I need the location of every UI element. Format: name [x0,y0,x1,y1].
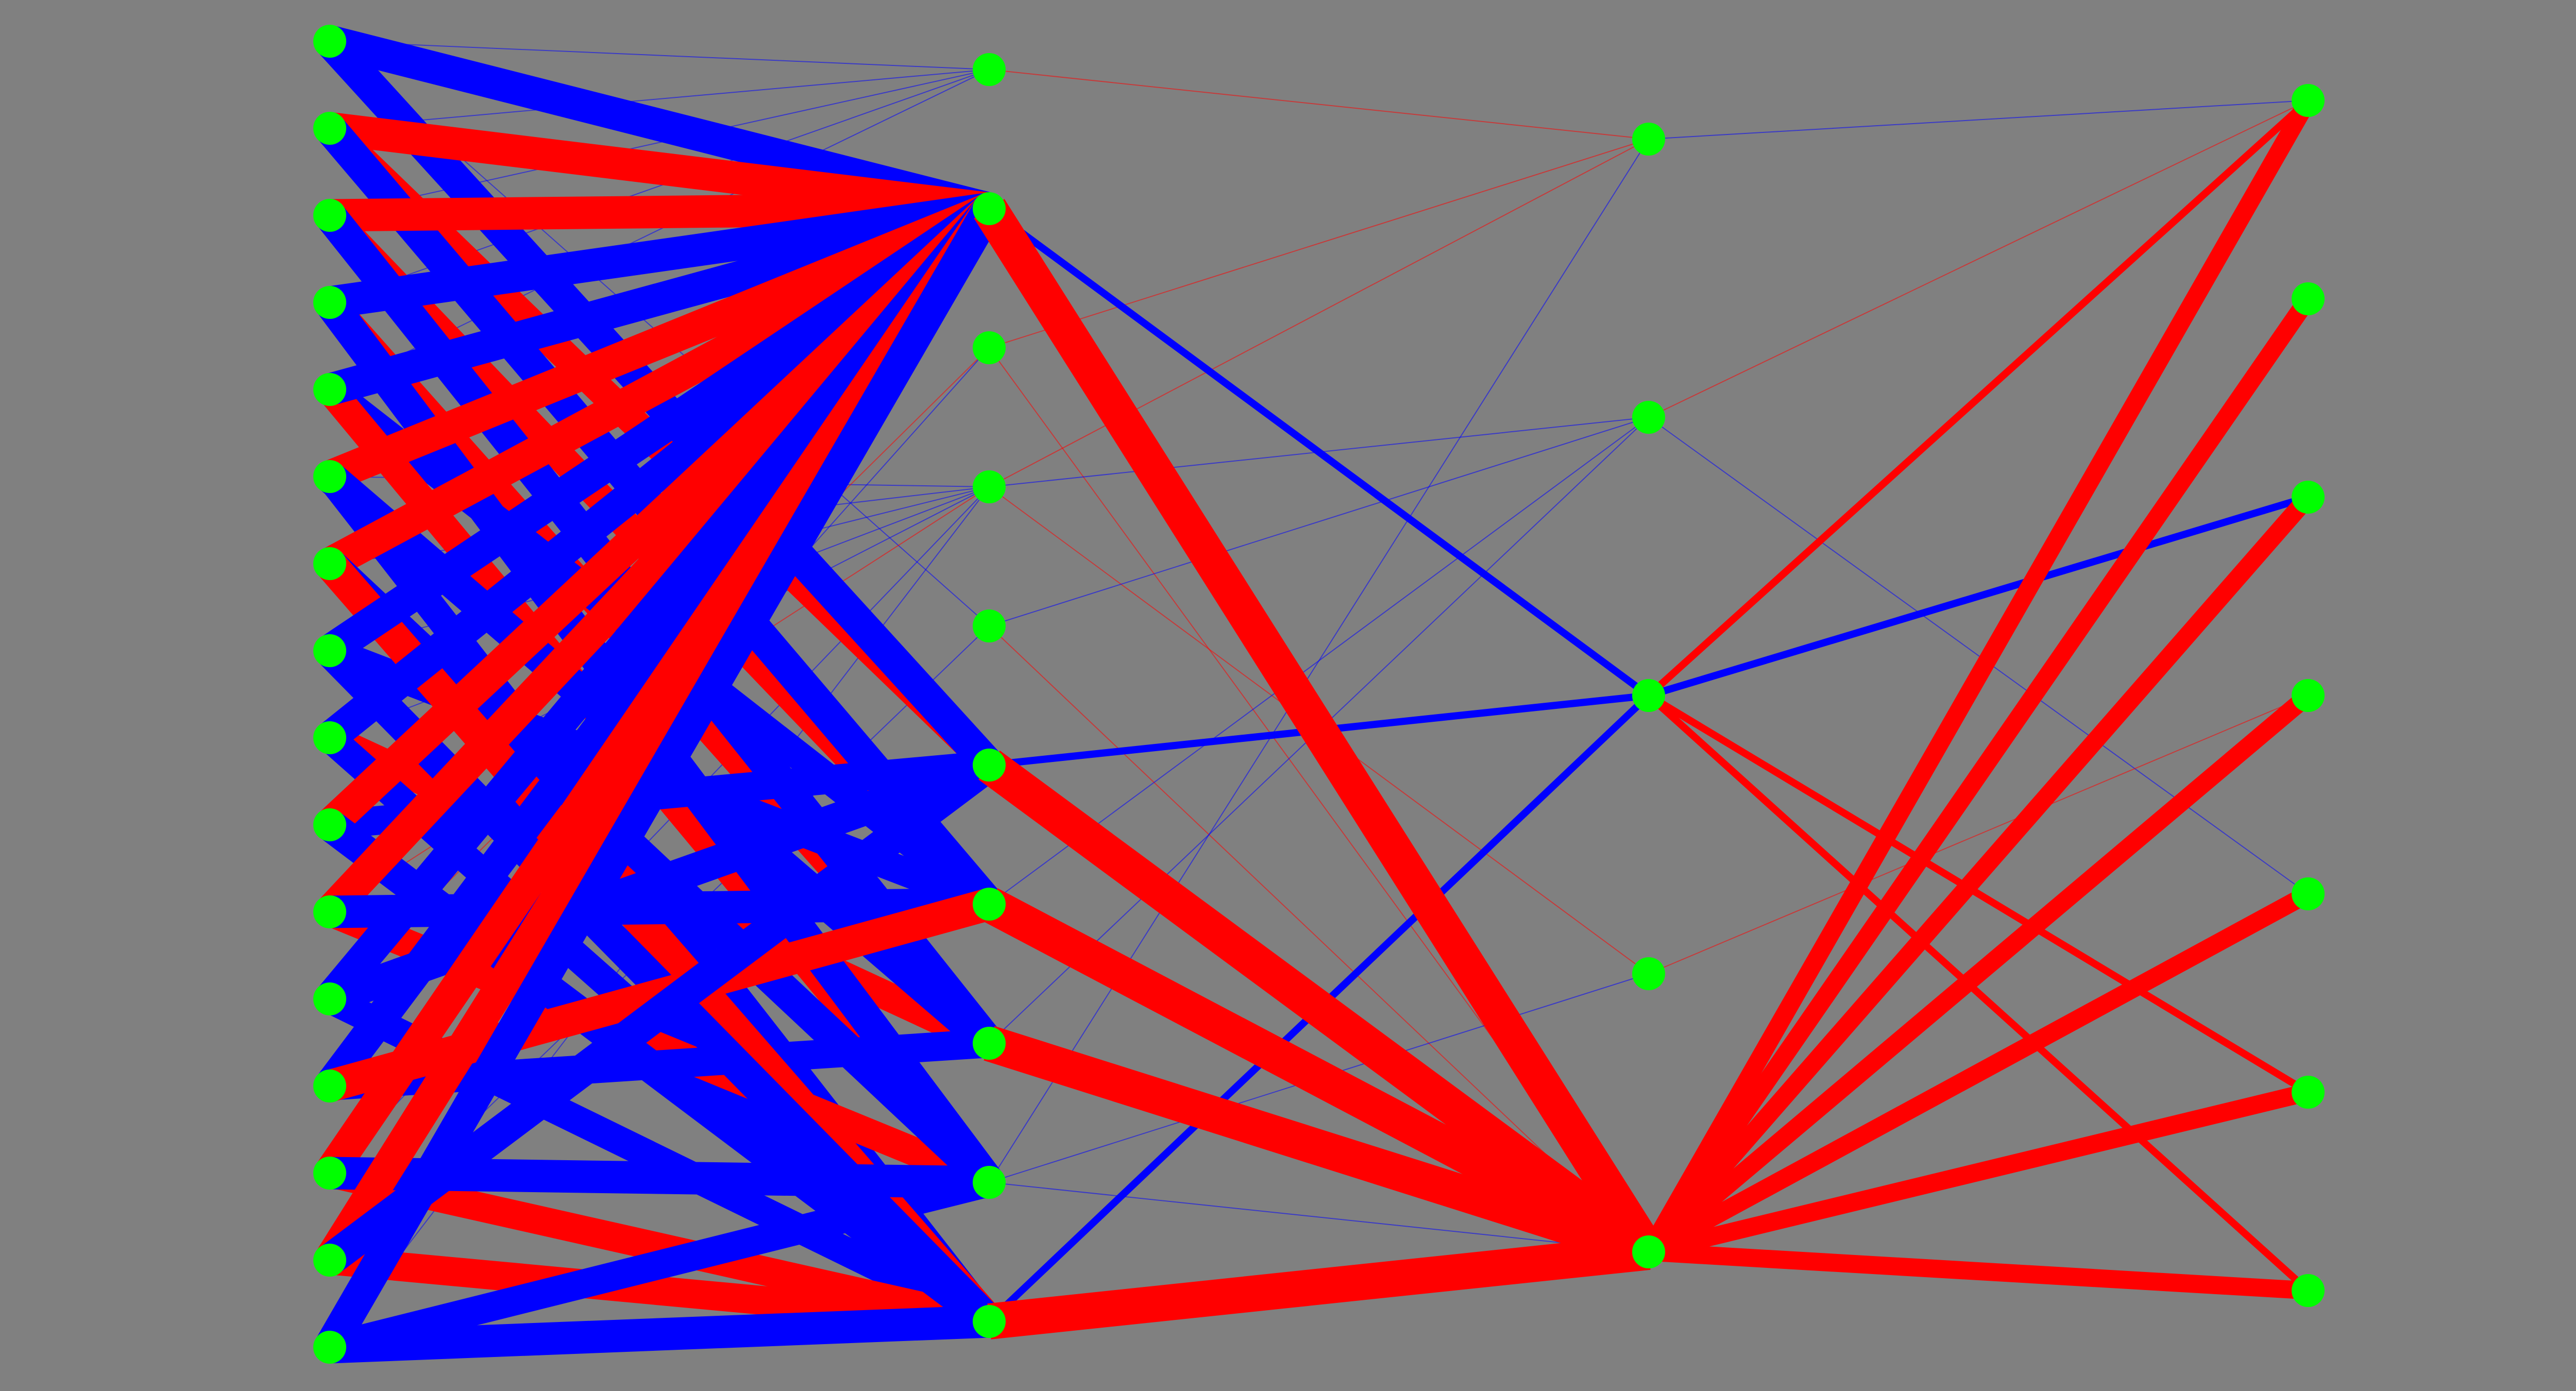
positive-edge [1648,695,2309,974]
negative-edge [329,69,990,129]
node [1632,1235,1665,1268]
positive-edge [978,750,1659,1267]
node [1632,957,1665,990]
node [973,192,1006,225]
positive-edge [1646,692,2311,1294]
node [313,1331,346,1364]
node [313,634,346,667]
node [973,888,1006,921]
node [2292,679,2325,712]
negative-edge [989,417,1649,626]
negative-edge [315,200,1004,1355]
node [973,331,1006,364]
positive-edge [989,625,1649,1252]
positive-edge [974,199,1664,1262]
node [313,199,346,232]
positive-edge [1644,886,2313,1260]
positive-edge [1640,96,2316,1257]
node [973,1305,1006,1338]
node [313,895,346,928]
negative-edge [989,1182,1649,1252]
node [2292,1076,2325,1109]
node [973,609,1006,642]
node [2292,481,2325,514]
positive-edge [989,139,1649,487]
node [313,1244,346,1277]
nodes-layer [313,25,2325,1364]
node [1632,401,1665,434]
positive-edge [1642,688,2314,1259]
negative-edge [329,69,990,216]
node [1632,123,1665,156]
node [2292,1274,2325,1307]
positive-edge [989,139,1649,348]
node [313,1070,346,1102]
node [313,982,346,1015]
negative-edge [1647,494,2310,699]
node [2292,84,2325,117]
positive-edge [989,69,1649,140]
node [973,53,1006,86]
positive-edge [987,1234,1651,1339]
node [2292,877,2325,910]
node [973,1166,1006,1199]
positive-edge [1648,100,2309,418]
negative-edge [1648,100,2309,140]
node [313,721,346,754]
edges-layer [315,25,2316,1364]
node [2292,282,2325,315]
positive-edge [1641,294,2316,1257]
node [973,749,1006,782]
negative-edge [329,41,990,70]
positive-edge [1647,692,2310,1095]
node [313,547,346,580]
negative-edge [1648,417,2309,894]
node [1632,679,1665,712]
node [313,112,346,145]
negative-edge [987,206,1651,699]
node [313,1157,346,1190]
negative-edge [329,1305,990,1364]
negative-edge [329,888,990,928]
positive-edge [984,1026,1654,1269]
node [313,286,346,319]
node [313,373,346,406]
positive-edge [1641,491,2315,1258]
node [973,1027,1006,1060]
negative-edge [989,139,1649,1183]
positive-edge [1646,1083,2311,1261]
node [973,470,1006,503]
positive-edge [1648,1243,2309,1300]
node [313,808,346,841]
node [313,460,346,493]
node [313,25,346,58]
positive-edge [980,888,1657,1268]
positive-edge [1646,97,2311,699]
